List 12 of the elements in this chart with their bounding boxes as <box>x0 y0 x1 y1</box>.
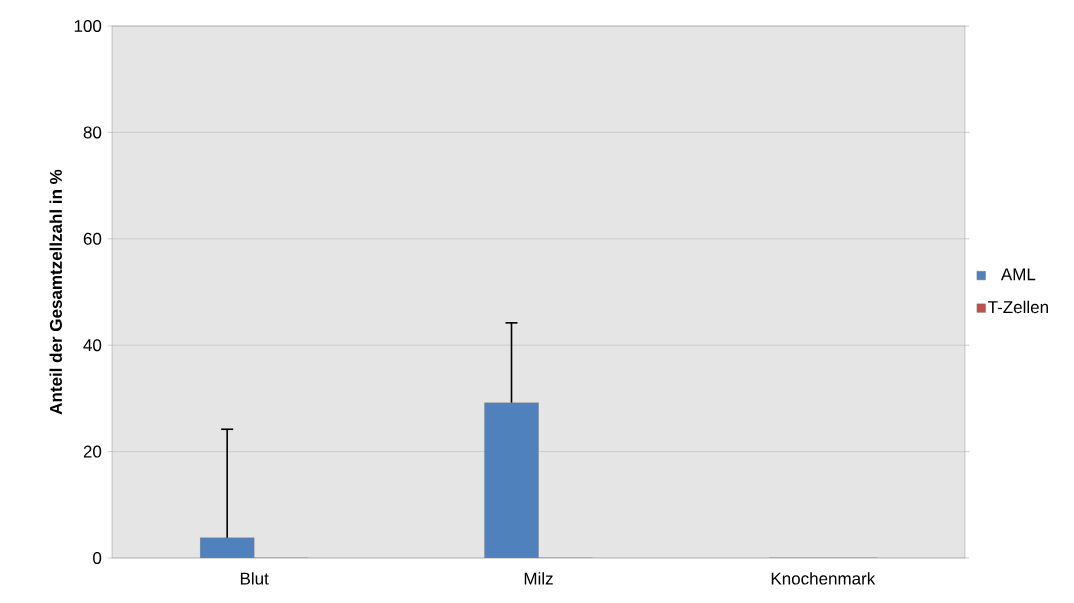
y-tick-label: 20 <box>83 445 102 458</box>
y-tick-label: 60 <box>83 232 102 245</box>
y-tick-label: 0 <box>93 551 102 565</box>
x-tick-label: Blut <box>240 572 269 585</box>
legend-label: T-Zellen <box>988 300 1048 314</box>
y-tick-label: 100 <box>74 19 102 33</box>
x-tick-label: Knochenmark <box>771 572 876 585</box>
y-tick-label: 40 <box>83 339 102 352</box>
x-tick-label: Milz <box>524 572 553 585</box>
y-axis-title: Anteil der Gesamtzellzahl in % <box>49 169 62 415</box>
y-tick-label: 80 <box>83 126 102 139</box>
legend-label: AML <box>1000 268 1036 281</box>
